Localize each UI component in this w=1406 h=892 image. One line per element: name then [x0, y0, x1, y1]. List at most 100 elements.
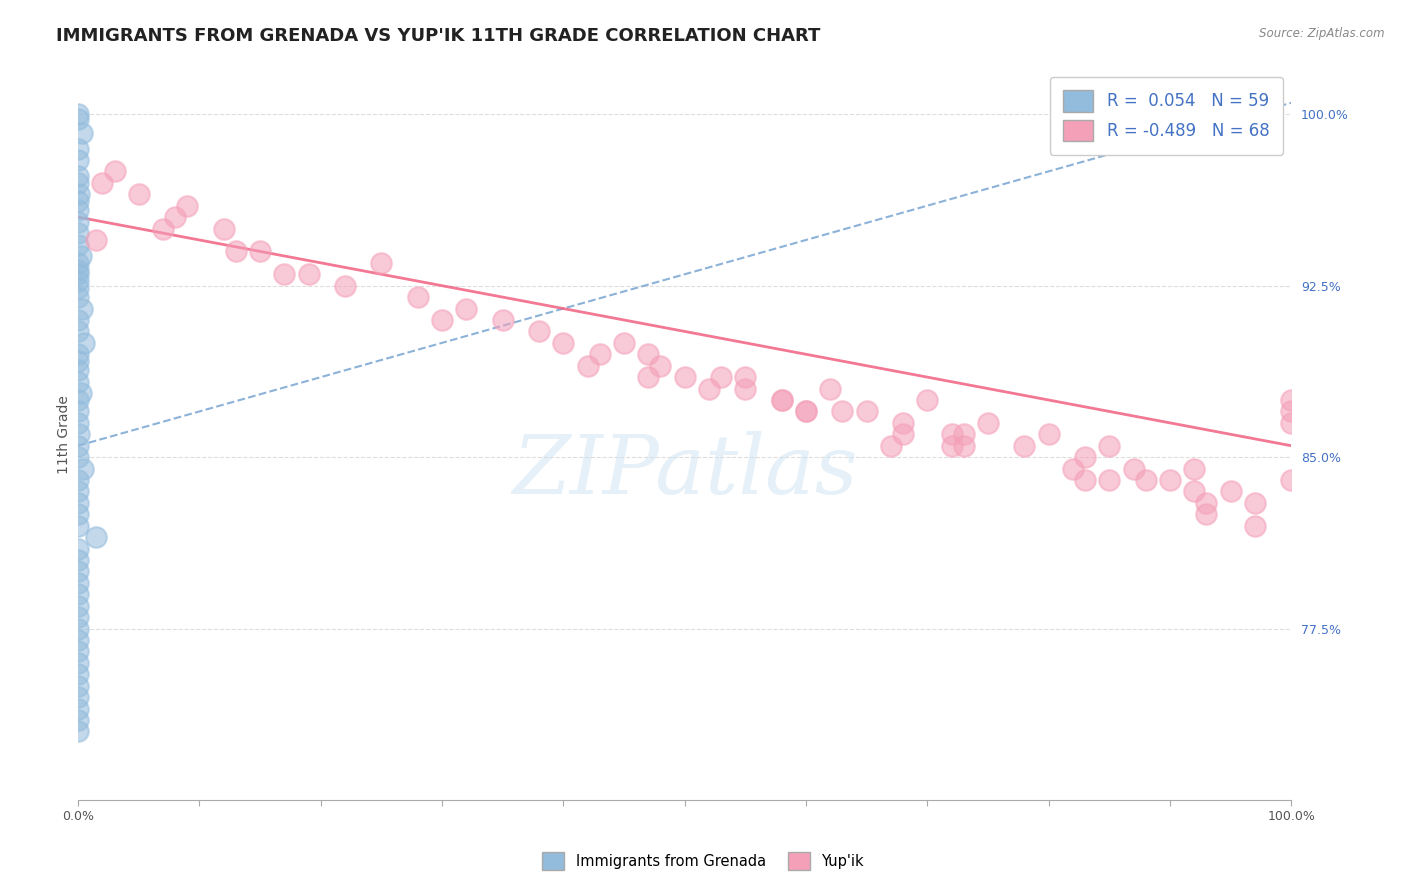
- Legend: R =  0.054   N = 59, R = -0.489   N = 68: R = 0.054 N = 59, R = -0.489 N = 68: [1050, 77, 1282, 154]
- Point: [67, 622, 90, 636]
- Point: [67, 313, 90, 327]
- Point: [941, 439, 963, 453]
- Point: [855, 404, 877, 418]
- Point: [1279, 404, 1302, 418]
- Point: [67, 473, 90, 487]
- Point: [1279, 473, 1302, 487]
- Point: [67, 656, 90, 670]
- Point: [103, 164, 125, 178]
- Point: [820, 382, 842, 396]
- Point: [67, 713, 90, 727]
- Point: [67, 724, 90, 739]
- Point: [67, 518, 90, 533]
- Point: [67, 427, 90, 442]
- Point: [67, 290, 90, 304]
- Point: [492, 313, 515, 327]
- Point: [1014, 439, 1036, 453]
- Point: [67, 215, 90, 229]
- Legend: Immigrants from Grenada, Yup'ik: Immigrants from Grenada, Yup'ik: [536, 847, 870, 876]
- Point: [70, 126, 93, 140]
- Point: [273, 267, 295, 281]
- Point: [430, 313, 453, 327]
- Point: [734, 382, 756, 396]
- Point: [67, 439, 90, 453]
- Point: [67, 690, 90, 705]
- Point: [67, 256, 90, 270]
- Text: Source: ZipAtlas.com: Source: ZipAtlas.com: [1260, 27, 1385, 40]
- Text: IMMIGRANTS FROM GRENADA VS YUP'IK 11TH GRADE CORRELATION CHART: IMMIGRANTS FROM GRENADA VS YUP'IK 11TH G…: [56, 27, 821, 45]
- Point: [67, 392, 90, 407]
- Point: [67, 450, 90, 465]
- Point: [941, 427, 963, 442]
- Point: [165, 210, 187, 224]
- Point: [86, 233, 108, 247]
- Point: [527, 325, 550, 339]
- Point: [770, 392, 793, 407]
- Point: [637, 347, 659, 361]
- Point: [67, 416, 90, 430]
- Point: [1195, 508, 1218, 522]
- Point: [1135, 473, 1157, 487]
- Point: [67, 169, 90, 183]
- Point: [697, 382, 720, 396]
- Point: [67, 508, 90, 522]
- Point: [1279, 392, 1302, 407]
- Point: [1159, 473, 1181, 487]
- Point: [67, 203, 90, 218]
- Point: [67, 363, 90, 377]
- Point: [734, 370, 756, 384]
- Point: [249, 244, 271, 259]
- Point: [1074, 450, 1097, 465]
- Point: [880, 439, 903, 453]
- Point: [67, 347, 90, 361]
- Point: [710, 370, 733, 384]
- Point: [67, 274, 90, 288]
- Point: [67, 553, 90, 567]
- Point: [1098, 473, 1121, 487]
- Point: [128, 187, 150, 202]
- Point: [1038, 427, 1060, 442]
- Point: [67, 226, 90, 240]
- Point: [406, 290, 429, 304]
- Point: [212, 221, 235, 235]
- Point: [1243, 518, 1265, 533]
- Point: [952, 439, 974, 453]
- Point: [770, 392, 793, 407]
- Point: [67, 354, 90, 368]
- Point: [67, 142, 90, 156]
- Point: [589, 347, 612, 361]
- Point: [67, 587, 90, 601]
- Point: [67, 176, 90, 190]
- Point: [67, 267, 90, 281]
- Point: [1182, 461, 1205, 475]
- Point: [152, 221, 174, 235]
- Point: [67, 262, 90, 277]
- Point: [73, 335, 96, 350]
- Point: [91, 176, 114, 190]
- Point: [1182, 484, 1205, 499]
- Point: [831, 404, 853, 418]
- Point: [1219, 484, 1241, 499]
- Point: [67, 610, 90, 624]
- Point: [1243, 496, 1265, 510]
- Point: [69, 249, 91, 263]
- Point: [67, 484, 90, 499]
- Point: [637, 370, 659, 384]
- Point: [67, 701, 90, 715]
- Point: [67, 153, 90, 167]
- Point: [67, 496, 90, 510]
- Point: [891, 416, 914, 430]
- Point: [67, 187, 90, 202]
- Point: [456, 301, 478, 316]
- Point: [72, 461, 94, 475]
- Point: [86, 530, 108, 544]
- Point: [67, 644, 90, 658]
- Point: [613, 335, 636, 350]
- Point: [67, 325, 90, 339]
- Point: [67, 575, 90, 590]
- Point: [917, 392, 939, 407]
- Y-axis label: 11th Grade: 11th Grade: [58, 395, 72, 474]
- Point: [67, 565, 90, 579]
- Point: [1074, 473, 1097, 487]
- Point: [176, 199, 198, 213]
